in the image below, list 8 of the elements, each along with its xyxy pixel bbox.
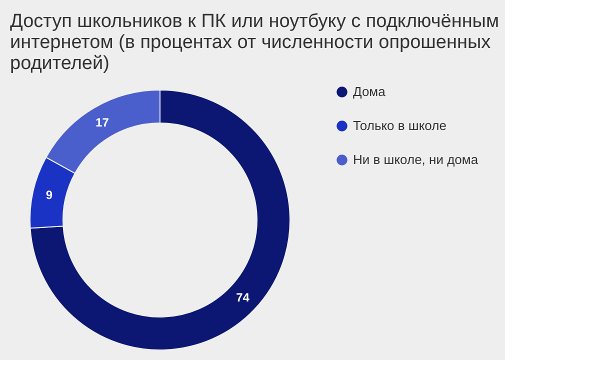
data-label: 74 bbox=[236, 290, 250, 305]
legend-label: Только в школе bbox=[353, 118, 446, 133]
chart-title: Доступ школьников к ПК или ноутбуку с подключённым интернетом (в процентах от численности опрошенных родителей) bbox=[10, 11, 500, 74]
data-label: 9 bbox=[46, 188, 53, 202]
legend-label: Ни в школе, ни дома bbox=[353, 152, 479, 167]
data-label: 17 bbox=[96, 115, 110, 130]
donut-slice bbox=[30, 90, 290, 350]
legend-label: Дома bbox=[353, 84, 386, 99]
